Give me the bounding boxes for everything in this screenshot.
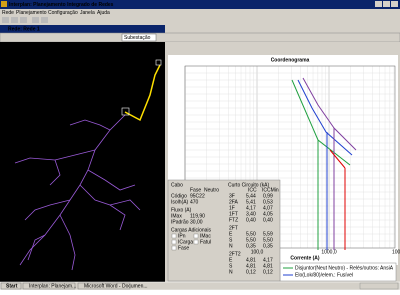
child-toolbar: [0, 32, 400, 43]
cell: E: [229, 257, 233, 263]
cell: 5,50: [263, 237, 273, 243]
section-title: Curto Circuito (kA): [228, 182, 269, 188]
x-tick-label: 100,0: [251, 249, 264, 255]
x-tick-label: 1000,0: [321, 249, 337, 255]
chart-title: Coordenograma: [271, 57, 310, 63]
cell: N: [229, 243, 233, 249]
column-header: ICC: [248, 187, 257, 193]
section-title: Cargas Adicionais: [171, 227, 212, 233]
feeder-line: [124, 64, 161, 122]
checkbox[interactable]: [193, 233, 199, 239]
cell: 5,41: [246, 199, 256, 205]
checkbox[interactable]: [171, 239, 177, 245]
checkbox-label: Fatul: [200, 239, 211, 245]
start-label: Start: [6, 283, 18, 289]
curves: [291, 77, 357, 250]
cell: 5,59: [263, 231, 273, 237]
cell: 5,44: [246, 193, 256, 199]
section-title: Fluxo (A): [171, 207, 192, 213]
tray: [359, 282, 399, 290]
task-label: Microsoft Word - Documen...: [84, 283, 148, 289]
start-button[interactable]: [0, 282, 22, 290]
cell: 0,35: [246, 243, 256, 249]
menu-item[interactable]: Configuração: [48, 10, 78, 16]
checkbox-label: Fase: [178, 245, 189, 251]
menu-item[interactable]: Planejamento: [16, 10, 47, 16]
combo-text: Subestação: [124, 35, 151, 41]
cell: S: [229, 263, 233, 269]
cell: 3,40: [246, 211, 256, 217]
checkbox-label: IMac: [200, 233, 211, 239]
combo-box[interactable]: [121, 33, 157, 42]
section-title: Cabo: [171, 182, 183, 188]
child-title-bar: [0, 25, 165, 33]
cell: 4,05: [263, 211, 273, 217]
cell: 0,40: [246, 217, 256, 223]
cell: 0,99: [263, 193, 273, 199]
cell: N: [229, 269, 233, 275]
cell: 470: [190, 199, 199, 205]
cell: 1FT: [229, 211, 238, 217]
task-label: Interplan: Planejam...: [29, 283, 76, 289]
window-buttons[interactable]: [375, 1, 398, 7]
section-title: 2FT: [229, 225, 238, 231]
cell: IPadrão: [171, 219, 189, 225]
menu-item[interactable]: Rede: [2, 10, 14, 16]
cell: Código: [171, 193, 187, 199]
cell: 4,81: [246, 263, 256, 269]
checkbox-label: IPn: [178, 233, 186, 239]
x-tick-label: 10000,0: [392, 249, 400, 255]
substation: [155, 59, 162, 66]
legend-label: Disjuntor(Neut Neutro) - Relés/outros: A…: [295, 265, 394, 271]
checkbox[interactable]: [193, 239, 199, 245]
child-title: Rede: Rede 1: [8, 26, 40, 32]
task-button[interactable]: [22, 282, 76, 290]
cell: 5,50: [246, 237, 256, 243]
cell: 0,40: [263, 217, 273, 223]
cell: 4,17: [263, 257, 273, 263]
toolbar[interactable]: [2, 17, 48, 23]
cell: S: [229, 237, 233, 243]
column-header: Neutro: [204, 187, 219, 193]
selected-node: [121, 107, 130, 116]
cell: 119,90: [190, 213, 205, 219]
cell: 0,12: [246, 269, 256, 275]
checkbox-label: ICarga: [178, 239, 193, 245]
cell: 4,07: [263, 205, 273, 211]
cell: 4,81: [263, 263, 273, 269]
cell: 0,53: [263, 199, 273, 205]
cell: FTZ: [229, 217, 238, 223]
cell: 30,00: [190, 219, 203, 225]
task-button[interactable]: [77, 282, 131, 290]
column-header: Fase: [190, 187, 201, 193]
checkbox[interactable]: [171, 245, 177, 251]
title-bar: [0, 0, 400, 9]
cell: 5,50: [246, 231, 256, 237]
section-title: 2FT2: [229, 251, 241, 257]
cell: 2FA: [229, 199, 239, 205]
cell: 0,35: [263, 243, 273, 249]
legend-label: Elo(Lok/80)/elem.: Fusível: [295, 272, 353, 278]
app-icon: [1, 1, 7, 7]
cell: IMax: [171, 213, 182, 219]
x-axis-label: Corrente (A): [290, 255, 320, 261]
cell: 1F: [229, 205, 235, 211]
column-header: ICCMin: [262, 187, 279, 193]
cell: 4,81: [246, 257, 256, 263]
network-lines: [14, 114, 141, 271]
network-map[interactable]: [0, 42, 165, 282]
menu-item[interactable]: Ajuda: [97, 10, 110, 16]
cell: Isolh(A): [171, 199, 189, 205]
menu-item[interactable]: Janela: [80, 10, 95, 16]
cell: 3F: [229, 193, 235, 199]
cell: 95C22: [190, 193, 205, 199]
cell: 0,12: [263, 269, 273, 275]
cell: E: [229, 231, 233, 237]
plot-frame: [184, 65, 396, 249]
cell: 4,17: [246, 205, 256, 211]
info-panel: [167, 179, 281, 282]
checkbox[interactable]: [171, 233, 177, 239]
window-title: Interplan: Planejamento Integrado de Red…: [9, 2, 114, 8]
